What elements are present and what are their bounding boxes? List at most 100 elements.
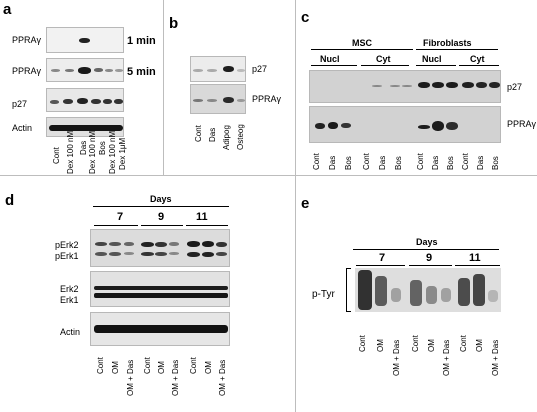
panel-d-day-11: 11 xyxy=(196,211,208,223)
panel-c-line-nucl-2 xyxy=(416,65,456,66)
panel-a-lane-dex100: Dex 100 nM xyxy=(66,130,75,174)
band xyxy=(458,278,470,306)
panel-c-lane-4: Das xyxy=(378,155,387,170)
panel-e-lane-7: OM xyxy=(475,339,484,352)
band xyxy=(169,252,179,255)
panel-c-group-msc: MSC xyxy=(352,38,372,48)
panel-a-blot-p27 xyxy=(46,88,124,112)
panel-c-lane-7: Das xyxy=(431,155,440,170)
panel-e-line-9 xyxy=(409,265,452,266)
panel-b-blot-ppra xyxy=(190,84,246,114)
band xyxy=(207,99,217,102)
band xyxy=(78,67,91,74)
panel-e-bracket xyxy=(346,268,347,312)
band xyxy=(169,242,179,246)
band xyxy=(418,125,430,129)
panel-d-lane-2: OM + Das xyxy=(126,359,135,396)
band xyxy=(94,286,228,290)
panel-a-row-ppra-1: PPRAγ xyxy=(12,35,42,45)
panel-d-row-actin: Actin xyxy=(60,327,81,337)
band xyxy=(462,82,474,88)
panel-b-blot-p27 xyxy=(190,56,246,82)
panel-e-bracket-top xyxy=(346,268,351,269)
band xyxy=(94,68,103,72)
band xyxy=(473,274,485,306)
band xyxy=(124,242,134,246)
band xyxy=(109,252,121,256)
panel-c-blot-p27 xyxy=(309,70,501,103)
panel-a-lane-das: Das xyxy=(79,140,88,155)
panel-d-blot-erk xyxy=(90,271,230,307)
panel-e-line-11 xyxy=(455,265,500,266)
divider-top-2 xyxy=(295,0,296,175)
panel-a-blot-ppra-1min xyxy=(46,27,124,53)
panel-d-row-erk1: Erk1 xyxy=(60,295,79,305)
band xyxy=(187,252,200,257)
band xyxy=(372,85,382,87)
band xyxy=(476,82,487,88)
panel-e-label: e xyxy=(301,195,310,212)
panel-d-blot-perk xyxy=(90,229,230,267)
band xyxy=(426,286,437,304)
divider-middle xyxy=(0,175,537,176)
panel-d-days-title: Days xyxy=(150,194,172,204)
band xyxy=(95,242,107,246)
band xyxy=(216,242,227,247)
band xyxy=(489,82,500,88)
band xyxy=(375,276,387,306)
panel-e-lane-2: OM + Das xyxy=(392,339,401,376)
panel-b-lane-osteog: Osteog xyxy=(236,124,245,150)
band xyxy=(432,121,444,131)
panel-b-row-p27: p27 xyxy=(252,64,268,74)
band xyxy=(109,242,121,246)
band xyxy=(202,252,214,257)
panel-c-line-msc xyxy=(311,49,413,50)
panel-b-lane-cont: Cont xyxy=(194,125,203,142)
panel-d-row-perk1: pErk1 xyxy=(55,251,79,261)
panel-c-lane-6: Cont xyxy=(416,153,425,170)
panel-a-blot-ppra-5min xyxy=(46,58,124,82)
panel-c-lane-11: Bos xyxy=(491,156,500,170)
panel-d-lane-6: Cont xyxy=(189,357,198,374)
panel-d-lane-4: OM xyxy=(157,361,166,374)
panel-e-lane-8: OM + Das xyxy=(491,339,500,376)
panel-a-time-5min: 5 min xyxy=(127,66,156,78)
panel-d-lane-3: Cont xyxy=(143,357,152,374)
band xyxy=(237,99,245,102)
band xyxy=(216,252,227,256)
panel-c-sub-nucl-2: Nucl xyxy=(422,54,442,64)
panel-e-days-title: Days xyxy=(416,237,438,247)
band xyxy=(65,69,74,72)
panel-d-lane-0: Cont xyxy=(96,357,105,374)
band xyxy=(402,85,412,87)
band xyxy=(187,241,200,247)
band xyxy=(155,242,167,247)
panel-c-line-cyt-2 xyxy=(459,65,499,66)
panel-a-lane-bos: Bos xyxy=(98,141,107,155)
panel-e-day-7: 7 xyxy=(379,252,386,264)
band xyxy=(193,99,203,102)
panel-d-day-9: 9 xyxy=(158,211,165,223)
band xyxy=(207,69,217,72)
panel-d-days-line xyxy=(93,206,229,207)
band xyxy=(95,252,107,256)
panel-a-time-1min: 1 min xyxy=(127,35,156,47)
panel-e-lane-3: Cont xyxy=(411,335,420,352)
band xyxy=(223,97,234,103)
panel-d-row-erk2: Erk2 xyxy=(60,284,79,294)
band xyxy=(49,125,123,131)
panel-a-lane-dex100-b: Dex 100 nM xyxy=(108,130,117,174)
panel-e-blot-ptyr xyxy=(355,268,501,312)
band xyxy=(223,66,234,72)
panel-c-row-p27: p27 xyxy=(507,82,523,92)
band xyxy=(103,99,112,104)
panel-e-lane-4: OM xyxy=(427,339,436,352)
panel-c-lane-5: Bos xyxy=(394,156,403,170)
panel-a-blot-actin xyxy=(46,117,124,137)
panel-d-line-7 xyxy=(94,225,138,226)
band xyxy=(328,122,338,129)
panel-c-group-fibroblasts: Fibroblasts xyxy=(423,38,472,48)
band xyxy=(77,98,88,104)
band xyxy=(391,288,401,302)
panel-d-day-7: 7 xyxy=(117,211,124,223)
